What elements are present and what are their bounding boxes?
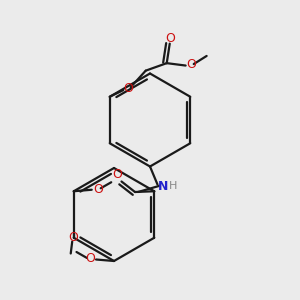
- Text: O: O: [186, 58, 196, 70]
- Text: O: O: [93, 183, 103, 196]
- Text: N: N: [158, 179, 168, 193]
- Text: O: O: [112, 167, 122, 181]
- Text: O: O: [165, 32, 175, 45]
- Text: O: O: [123, 82, 133, 95]
- Text: H: H: [169, 181, 177, 191]
- Text: O: O: [85, 252, 95, 266]
- Text: O: O: [68, 231, 78, 244]
